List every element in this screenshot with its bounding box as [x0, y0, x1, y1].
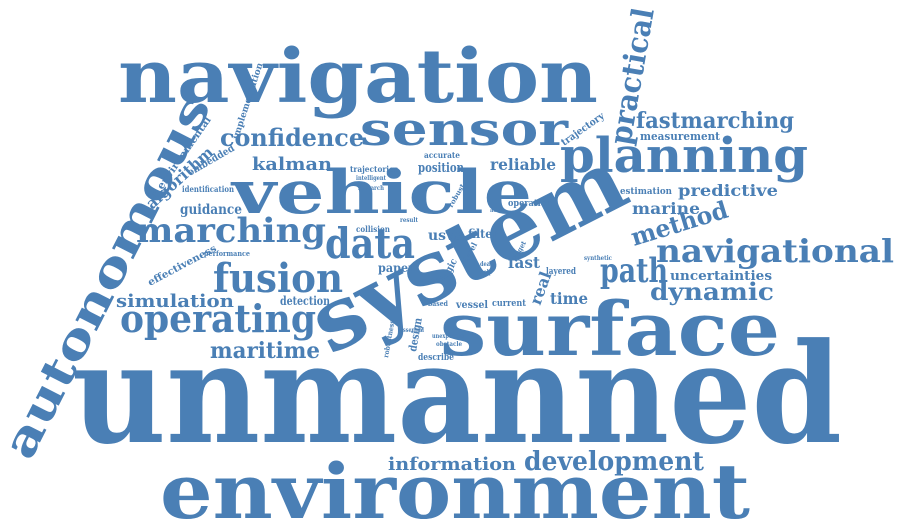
word-unexpected: unexpected [432, 333, 465, 340]
word-marine: marine [632, 199, 700, 218]
word-guidance: guidance [180, 202, 242, 218]
word-navigational: navigational [656, 232, 894, 270]
word-kalman: kalman [252, 154, 332, 175]
word-filter: filter [468, 227, 499, 241]
word-environment: environment [160, 447, 750, 526]
word-fast: fast [508, 253, 541, 272]
word-result: result [400, 217, 418, 224]
word-essential: essential [400, 327, 425, 334]
word-research: research [358, 185, 385, 192]
word-novel: novel [490, 208, 504, 214]
word-information: information [388, 454, 516, 475]
word-path: path [600, 251, 668, 291]
word-unmanned: unmanned [72, 312, 842, 475]
word-maritime: maritime [210, 338, 320, 364]
word-development: development [524, 447, 704, 477]
word-describe: describe [418, 353, 454, 363]
word-trajectories: trajectories [350, 164, 398, 174]
word-collision: collision [356, 224, 390, 234]
word-square: square [420, 277, 440, 284]
word-help: help [480, 269, 492, 276]
word-deal: deal [480, 261, 493, 268]
word-dynamic: dynamic [650, 277, 774, 306]
word-planning: planning [560, 128, 808, 184]
word-operation: operation [508, 199, 552, 209]
word-measurement: measurement [640, 130, 721, 143]
word-current: current [492, 299, 527, 309]
word-estimation: estimation [620, 187, 672, 197]
word-accurate: accurate [424, 150, 460, 160]
word-navigation: navigation [118, 34, 598, 120]
word-position: position [418, 161, 464, 176]
word-data: data [325, 219, 415, 268]
word-time: time [550, 289, 588, 308]
word-identification: identification [182, 184, 234, 194]
word-reliable: reliable [490, 155, 556, 174]
word-performance: performance [204, 249, 250, 258]
word-design: design [406, 317, 425, 353]
word-surface: surface [440, 287, 780, 373]
word-synthetic: synthetic [584, 255, 612, 262]
word-detection: detection [280, 294, 330, 308]
word-fusion: fusion [213, 255, 343, 302]
word-simulation: simulation [116, 291, 234, 312]
word-operating: operating [120, 296, 316, 341]
word-predictive: predictive [678, 181, 778, 200]
word-based: based [428, 299, 448, 308]
word-vehicle: vehicle [229, 158, 532, 228]
word-sensor: sensor [360, 102, 569, 156]
word-layered: layered [546, 267, 577, 277]
word-fastmarching: fastmarching [636, 108, 794, 134]
word-paper: paper [378, 261, 415, 275]
word-obstacle: obstacle [436, 341, 462, 348]
word-marching: marching [136, 211, 326, 251]
word-intelligent: intelligent [356, 175, 386, 182]
word-vessel: vessel [455, 300, 488, 311]
word-usvs: usvs [428, 228, 462, 244]
word-uncertainties: uncertainties [670, 269, 772, 284]
word-confidence: confidence [220, 123, 364, 152]
